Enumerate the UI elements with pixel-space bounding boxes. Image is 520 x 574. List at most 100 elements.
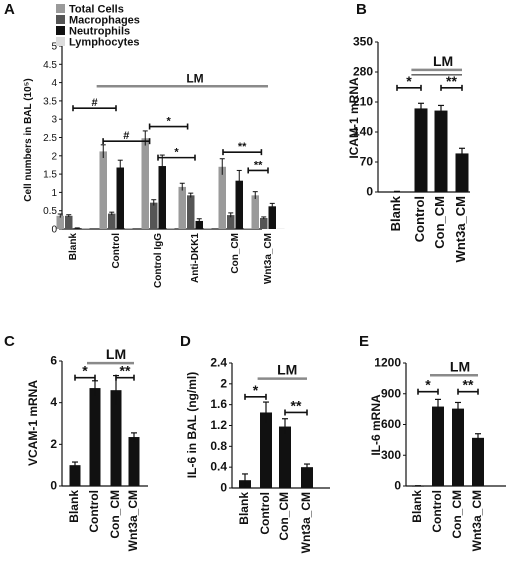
category-label: Wnt3a_CM	[470, 490, 484, 551]
significance-marker: #	[123, 130, 129, 142]
bar-macrophages	[227, 215, 235, 229]
y-tick-label: 70	[360, 155, 374, 169]
bar	[110, 390, 122, 486]
bar-total-cells	[56, 215, 64, 229]
bar	[414, 108, 428, 192]
y-tick-label: 0	[220, 481, 227, 495]
significance-marker: *	[425, 377, 431, 393]
lm-label: LM	[106, 346, 126, 362]
bar-macrophages	[108, 213, 116, 229]
lm-label: LM	[186, 71, 203, 85]
bar	[434, 110, 448, 192]
y-tick-label: 2.5	[43, 133, 57, 144]
significance-marker: **	[463, 377, 474, 393]
bar-neutrophils	[158, 166, 166, 229]
y-axis-label: ICAM-1 mRNA	[347, 77, 361, 159]
panel-d: D 0 0.4 0.8 1.2 1.6 2 2.4 IL-6 in BAL (ng/ml) Bla…	[180, 333, 330, 553]
category-label: Control	[258, 492, 272, 535]
category-label: Blank	[388, 195, 403, 231]
category-label: Blank	[410, 490, 424, 523]
significance-marker: **	[291, 397, 302, 413]
category-label: Con_CM	[450, 490, 464, 539]
panel-letter: A	[4, 1, 15, 18]
category-label: Blank	[68, 233, 79, 261]
panel-letter: B	[356, 1, 367, 18]
significance-marker: *	[253, 382, 259, 398]
bar	[128, 437, 140, 486]
bar	[301, 467, 313, 488]
bar-macrophages	[260, 218, 268, 229]
bar	[472, 437, 484, 486]
y-tick-label: 600	[381, 417, 401, 431]
y-tick-label: 300	[381, 448, 401, 462]
significance-marker: **	[446, 73, 457, 89]
panel-letter: D	[180, 333, 191, 350]
y-tick-label: 0.5	[43, 206, 57, 217]
y-tick-label: 4	[51, 78, 57, 89]
bar-neutrophils	[268, 206, 276, 229]
y-tick-label: 1200	[374, 356, 401, 370]
y-tick-label: 3	[51, 115, 57, 126]
y-tick-label: 2	[50, 437, 57, 451]
panel-e: E 0 300 600 900 1200 IL-6 mRNA Blank Control Con_…	[359, 333, 506, 551]
y-tick-label: 2	[220, 376, 227, 390]
y-axis-label: IL-6 in BAL (ng/ml)	[185, 372, 199, 478]
bar-total-cells	[251, 195, 259, 229]
significance-marker: *	[406, 73, 412, 89]
y-tick-label: 2	[51, 151, 57, 162]
bar-total-cells	[218, 166, 226, 229]
significance-marker: *	[82, 363, 88, 379]
y-tick-label: 0	[51, 225, 57, 236]
category-label: Blank	[67, 490, 81, 523]
category-label: Control	[430, 490, 444, 533]
bar-neutrophils	[195, 220, 203, 229]
y-tick-label: 4	[50, 395, 57, 409]
legend-label: Lymphocytes	[69, 37, 140, 49]
category-label: Control	[111, 233, 122, 269]
bar	[89, 388, 101, 486]
lm-label: LM	[450, 358, 470, 374]
bar-macrophages	[150, 202, 158, 229]
category-label: Wnt3a_CM	[126, 490, 140, 551]
bar	[390, 191, 404, 193]
y-tick-label: 1.2	[210, 418, 227, 432]
bar-neutrophils	[235, 180, 243, 229]
y-tick-label: 0.4	[210, 460, 227, 474]
category-label: Con_CM	[277, 492, 291, 541]
y-tick-label: 280	[353, 65, 373, 79]
category-label: Control IgG	[153, 233, 164, 288]
bar-total-cells	[141, 138, 149, 229]
bar	[452, 408, 464, 486]
bar-neutrophils	[116, 167, 124, 229]
category-label: Control	[412, 196, 427, 242]
legend-swatch	[56, 4, 65, 13]
bar	[279, 426, 291, 488]
y-tick-label: 210	[353, 95, 373, 109]
category-label: Wnt3a_CM	[263, 233, 274, 284]
y-tick-label: 140	[353, 125, 373, 139]
bar	[432, 406, 444, 486]
bar	[260, 412, 272, 488]
panel-b: B 0 70 140 210 280 350 ICAM-1 mRNA Blank Control C…	[347, 1, 470, 262]
significance-marker: *	[166, 116, 171, 128]
category-label: Blank	[237, 492, 251, 525]
panel-a: A 0 0.5 1 1.5 2 2.5 3 3.5 4 4.5 5 Cell numbers in BA…	[4, 1, 285, 288]
legend-swatch	[56, 37, 65, 46]
y-tick-label: 3.5	[43, 96, 57, 107]
panel-letter: C	[4, 333, 15, 350]
y-tick-label: 0	[394, 479, 401, 493]
legend-label: Total Cells	[69, 4, 124, 16]
y-axis-label: IL-6 mRNA	[369, 394, 383, 456]
bar	[69, 465, 81, 486]
lm-label: LM	[277, 362, 297, 378]
legend-swatch	[56, 26, 65, 35]
y-axis-label: VCAM-1 mRNA	[26, 380, 40, 466]
y-tick-label: 0.8	[210, 439, 227, 453]
y-axis-label: Cell numbers in BAL (10⁵)	[23, 78, 34, 201]
y-tick-label: 2.4	[210, 356, 227, 370]
category-label: Con_CM	[432, 196, 447, 249]
y-tick-label: 900	[381, 386, 401, 400]
significance-marker: *	[174, 147, 179, 159]
y-tick-label: 1	[51, 188, 57, 199]
